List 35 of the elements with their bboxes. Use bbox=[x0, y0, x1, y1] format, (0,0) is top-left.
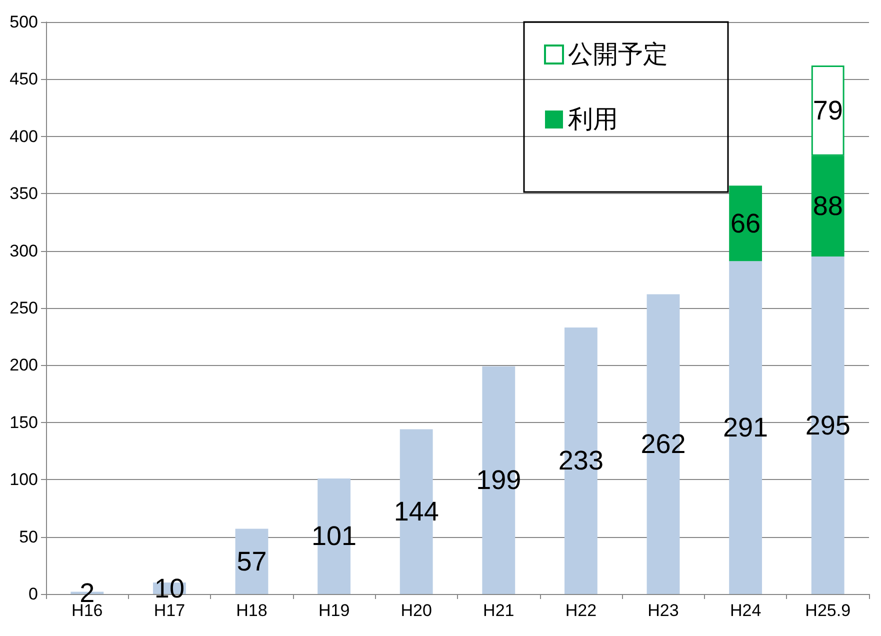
x-tick-label: H17 bbox=[154, 601, 186, 620]
data-label: 10 bbox=[154, 573, 184, 604]
data-label: 88 bbox=[812, 191, 843, 222]
x-tick-label: H23 bbox=[648, 601, 679, 620]
data-label: 144 bbox=[394, 496, 439, 527]
data-label: 57 bbox=[236, 546, 267, 576]
y-tick-label: 250 bbox=[10, 298, 38, 318]
x-tick-label: H22 bbox=[565, 601, 597, 620]
y-tick-label: 400 bbox=[10, 126, 38, 146]
y-tick-label: 100 bbox=[10, 470, 38, 490]
data-label: 199 bbox=[476, 465, 522, 496]
y-tick-label: 50 bbox=[19, 527, 38, 546]
data-label: 295 bbox=[805, 410, 850, 440]
y-tick-label: 500 bbox=[10, 12, 38, 32]
y-tick-label: 450 bbox=[10, 70, 38, 89]
data-label: 291 bbox=[723, 412, 768, 443]
legend-label: 利用 bbox=[568, 106, 618, 134]
data-label: 101 bbox=[312, 521, 357, 552]
bar bbox=[729, 186, 762, 262]
data-label: 79 bbox=[812, 96, 843, 126]
x-tick-label: H24 bbox=[730, 601, 762, 620]
y-tick-label: 300 bbox=[10, 241, 38, 260]
x-tick-label: H21 bbox=[483, 601, 514, 620]
y-tick-label: 150 bbox=[10, 412, 38, 432]
x-tick-label: H25.9 bbox=[805, 601, 851, 620]
y-tick-label: 200 bbox=[10, 356, 38, 375]
data-label: 233 bbox=[558, 446, 604, 476]
x-tick-label: H18 bbox=[236, 601, 268, 620]
data-label: 262 bbox=[640, 429, 686, 460]
legend-label: 公開予定 bbox=[568, 40, 668, 68]
data-label: 66 bbox=[730, 208, 761, 238]
x-tick-label: H19 bbox=[318, 601, 350, 620]
y-tick-label: 0 bbox=[28, 584, 38, 604]
x-tick-label: H20 bbox=[400, 601, 432, 620]
y-tick-label: 350 bbox=[10, 184, 38, 204]
